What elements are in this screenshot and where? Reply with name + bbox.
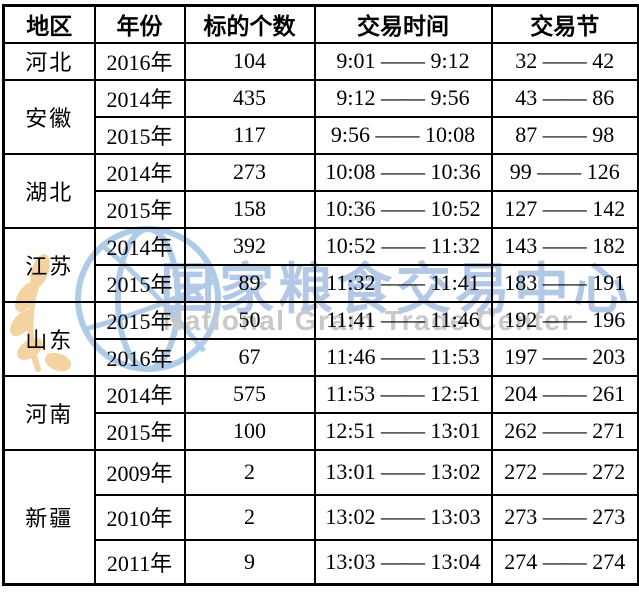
count-cell: 9 bbox=[183, 538, 316, 586]
session-cell: 272 —— 272 bbox=[490, 448, 639, 496]
table-row: 2016年 67 11:46 —— 11:53 197 —— 203 bbox=[4, 337, 639, 377]
table-row: 2015年 89 11:32 —— 11:41 183 —— 191 bbox=[4, 263, 639, 303]
count-cell: 2 bbox=[183, 448, 316, 496]
count-cell: 158 bbox=[183, 189, 316, 229]
region-cell: 新疆 bbox=[2, 448, 96, 586]
table-row: 河北 2016年 104 9:01 —— 9:12 32 —— 42 bbox=[2, 41, 639, 81]
region-cell: 安徽 bbox=[2, 78, 96, 155]
time-cell: 11:53 —— 12:51 bbox=[313, 374, 493, 414]
year-cell: 2015年 bbox=[93, 263, 186, 303]
year-cell: 2016年 bbox=[93, 41, 186, 81]
year-cell: 2014年 bbox=[93, 78, 186, 118]
header-year: 年份 bbox=[93, 4, 186, 44]
session-cell: 197 —— 203 bbox=[490, 337, 639, 377]
table-row: 山东 2015年 50 11:41 —— 11:46 192 —— 196 bbox=[2, 300, 639, 377]
time-cell: 10:08 —— 10:36 bbox=[313, 152, 493, 192]
count-cell: 100 bbox=[183, 411, 316, 451]
table-row: 2011年 9 13:03 —— 13:04 274 —— 274 bbox=[4, 538, 639, 586]
header-count: 标的个数 bbox=[183, 4, 316, 44]
session-cell: 143 —— 182 bbox=[490, 226, 639, 266]
region-cell: 河北 bbox=[2, 41, 96, 81]
time-cell: 12:51 —— 13:01 bbox=[313, 411, 493, 451]
year-cell: 2010年 bbox=[93, 493, 186, 541]
table-row: 2015年 158 10:36 —— 10:52 127 —— 142 bbox=[4, 189, 639, 229]
region-cell: 河南 bbox=[2, 374, 96, 451]
time-cell: 13:02 —— 13:03 bbox=[313, 493, 493, 541]
table-row: 2010年 2 13:02 —— 13:03 273 —— 273 bbox=[4, 493, 639, 541]
year-cell: 2014年 bbox=[93, 152, 186, 192]
time-cell: 9:56 —— 10:08 bbox=[313, 115, 493, 155]
session-cell: 87 —— 98 bbox=[490, 115, 639, 155]
count-cell: 104 bbox=[183, 41, 316, 81]
year-cell: 2015年 bbox=[93, 189, 186, 229]
count-cell: 2 bbox=[183, 493, 316, 541]
year-cell: 2011年 bbox=[93, 538, 186, 586]
time-cell: 11:32 —— 11:41 bbox=[313, 263, 493, 303]
year-cell: 2015年 bbox=[93, 115, 186, 155]
trade-schedule-table: 地区 年份 标的个数 交易时间 交易节 河北 2016年 104 9:01 ——… bbox=[2, 4, 639, 586]
table-row: 江苏 2014年 392 10:52 —— 11:32 143 —— 182 bbox=[2, 226, 639, 303]
year-cell: 2014年 bbox=[93, 226, 186, 266]
session-cell: 204 —— 261 bbox=[490, 374, 639, 414]
time-cell: 11:46 —— 11:53 bbox=[313, 337, 493, 377]
time-cell: 11:41 —— 11:46 bbox=[313, 300, 493, 340]
year-cell: 2015年 bbox=[93, 300, 186, 340]
count-cell: 89 bbox=[183, 263, 316, 303]
session-cell: 274 —— 274 bbox=[490, 538, 639, 586]
region-cell: 湖北 bbox=[2, 152, 96, 229]
time-cell: 9:12 —— 9:56 bbox=[313, 78, 493, 118]
count-cell: 435 bbox=[183, 78, 316, 118]
time-cell: 9:01 —— 9:12 bbox=[313, 41, 493, 81]
count-cell: 50 bbox=[183, 300, 316, 340]
session-cell: 43 —— 86 bbox=[490, 78, 639, 118]
session-cell: 273 —— 273 bbox=[490, 493, 639, 541]
year-cell: 2014年 bbox=[93, 374, 186, 414]
time-cell: 13:01 —— 13:02 bbox=[313, 448, 493, 496]
table-row: 2015年 100 12:51 —— 13:01 262 —— 271 bbox=[4, 411, 639, 451]
count-cell: 273 bbox=[183, 152, 316, 192]
session-cell: 262 —— 271 bbox=[490, 411, 639, 451]
session-cell: 127 —— 142 bbox=[490, 189, 639, 229]
header-session: 交易节 bbox=[490, 4, 639, 44]
table-row: 湖北 2014年 273 10:08 —— 10:36 99 —— 126 bbox=[2, 152, 639, 229]
region-cell: 山东 bbox=[2, 300, 96, 377]
table-row: 2015年 117 9:56 —— 10:08 87 —— 98 bbox=[4, 115, 639, 155]
table-row: 河南 2014年 575 11:53 —— 12:51 204 —— 261 bbox=[2, 374, 639, 451]
region-cell: 江苏 bbox=[2, 226, 96, 303]
count-cell: 67 bbox=[183, 337, 316, 377]
page: 国家粮食交易中心 National Grain Trade Center 地区 … bbox=[0, 4, 639, 601]
time-cell: 13:03 —— 13:04 bbox=[313, 538, 493, 586]
year-cell: 2015年 bbox=[93, 411, 186, 451]
year-cell: 2009年 bbox=[93, 448, 186, 496]
header-time: 交易时间 bbox=[313, 4, 493, 44]
table-row: 新疆 2009年 2 13:01 —— 13:02 272 —— 272 bbox=[2, 448, 639, 586]
year-cell: 2016年 bbox=[93, 337, 186, 377]
header-region: 地区 bbox=[2, 4, 96, 44]
table-row: 安徽 2014年 435 9:12 —— 9:56 43 —— 86 bbox=[2, 78, 639, 155]
session-cell: 192 —— 196 bbox=[490, 300, 639, 340]
time-cell: 10:52 —— 11:32 bbox=[313, 226, 493, 266]
header-row: 地区 年份 标的个数 交易时间 交易节 bbox=[2, 4, 639, 44]
count-cell: 117 bbox=[183, 115, 316, 155]
time-cell: 10:36 —— 10:52 bbox=[313, 189, 493, 229]
count-cell: 575 bbox=[183, 374, 316, 414]
session-cell: 99 —— 126 bbox=[490, 152, 639, 192]
count-cell: 392 bbox=[183, 226, 316, 266]
session-cell: 32 —— 42 bbox=[490, 41, 639, 81]
session-cell: 183 —— 191 bbox=[490, 263, 639, 303]
